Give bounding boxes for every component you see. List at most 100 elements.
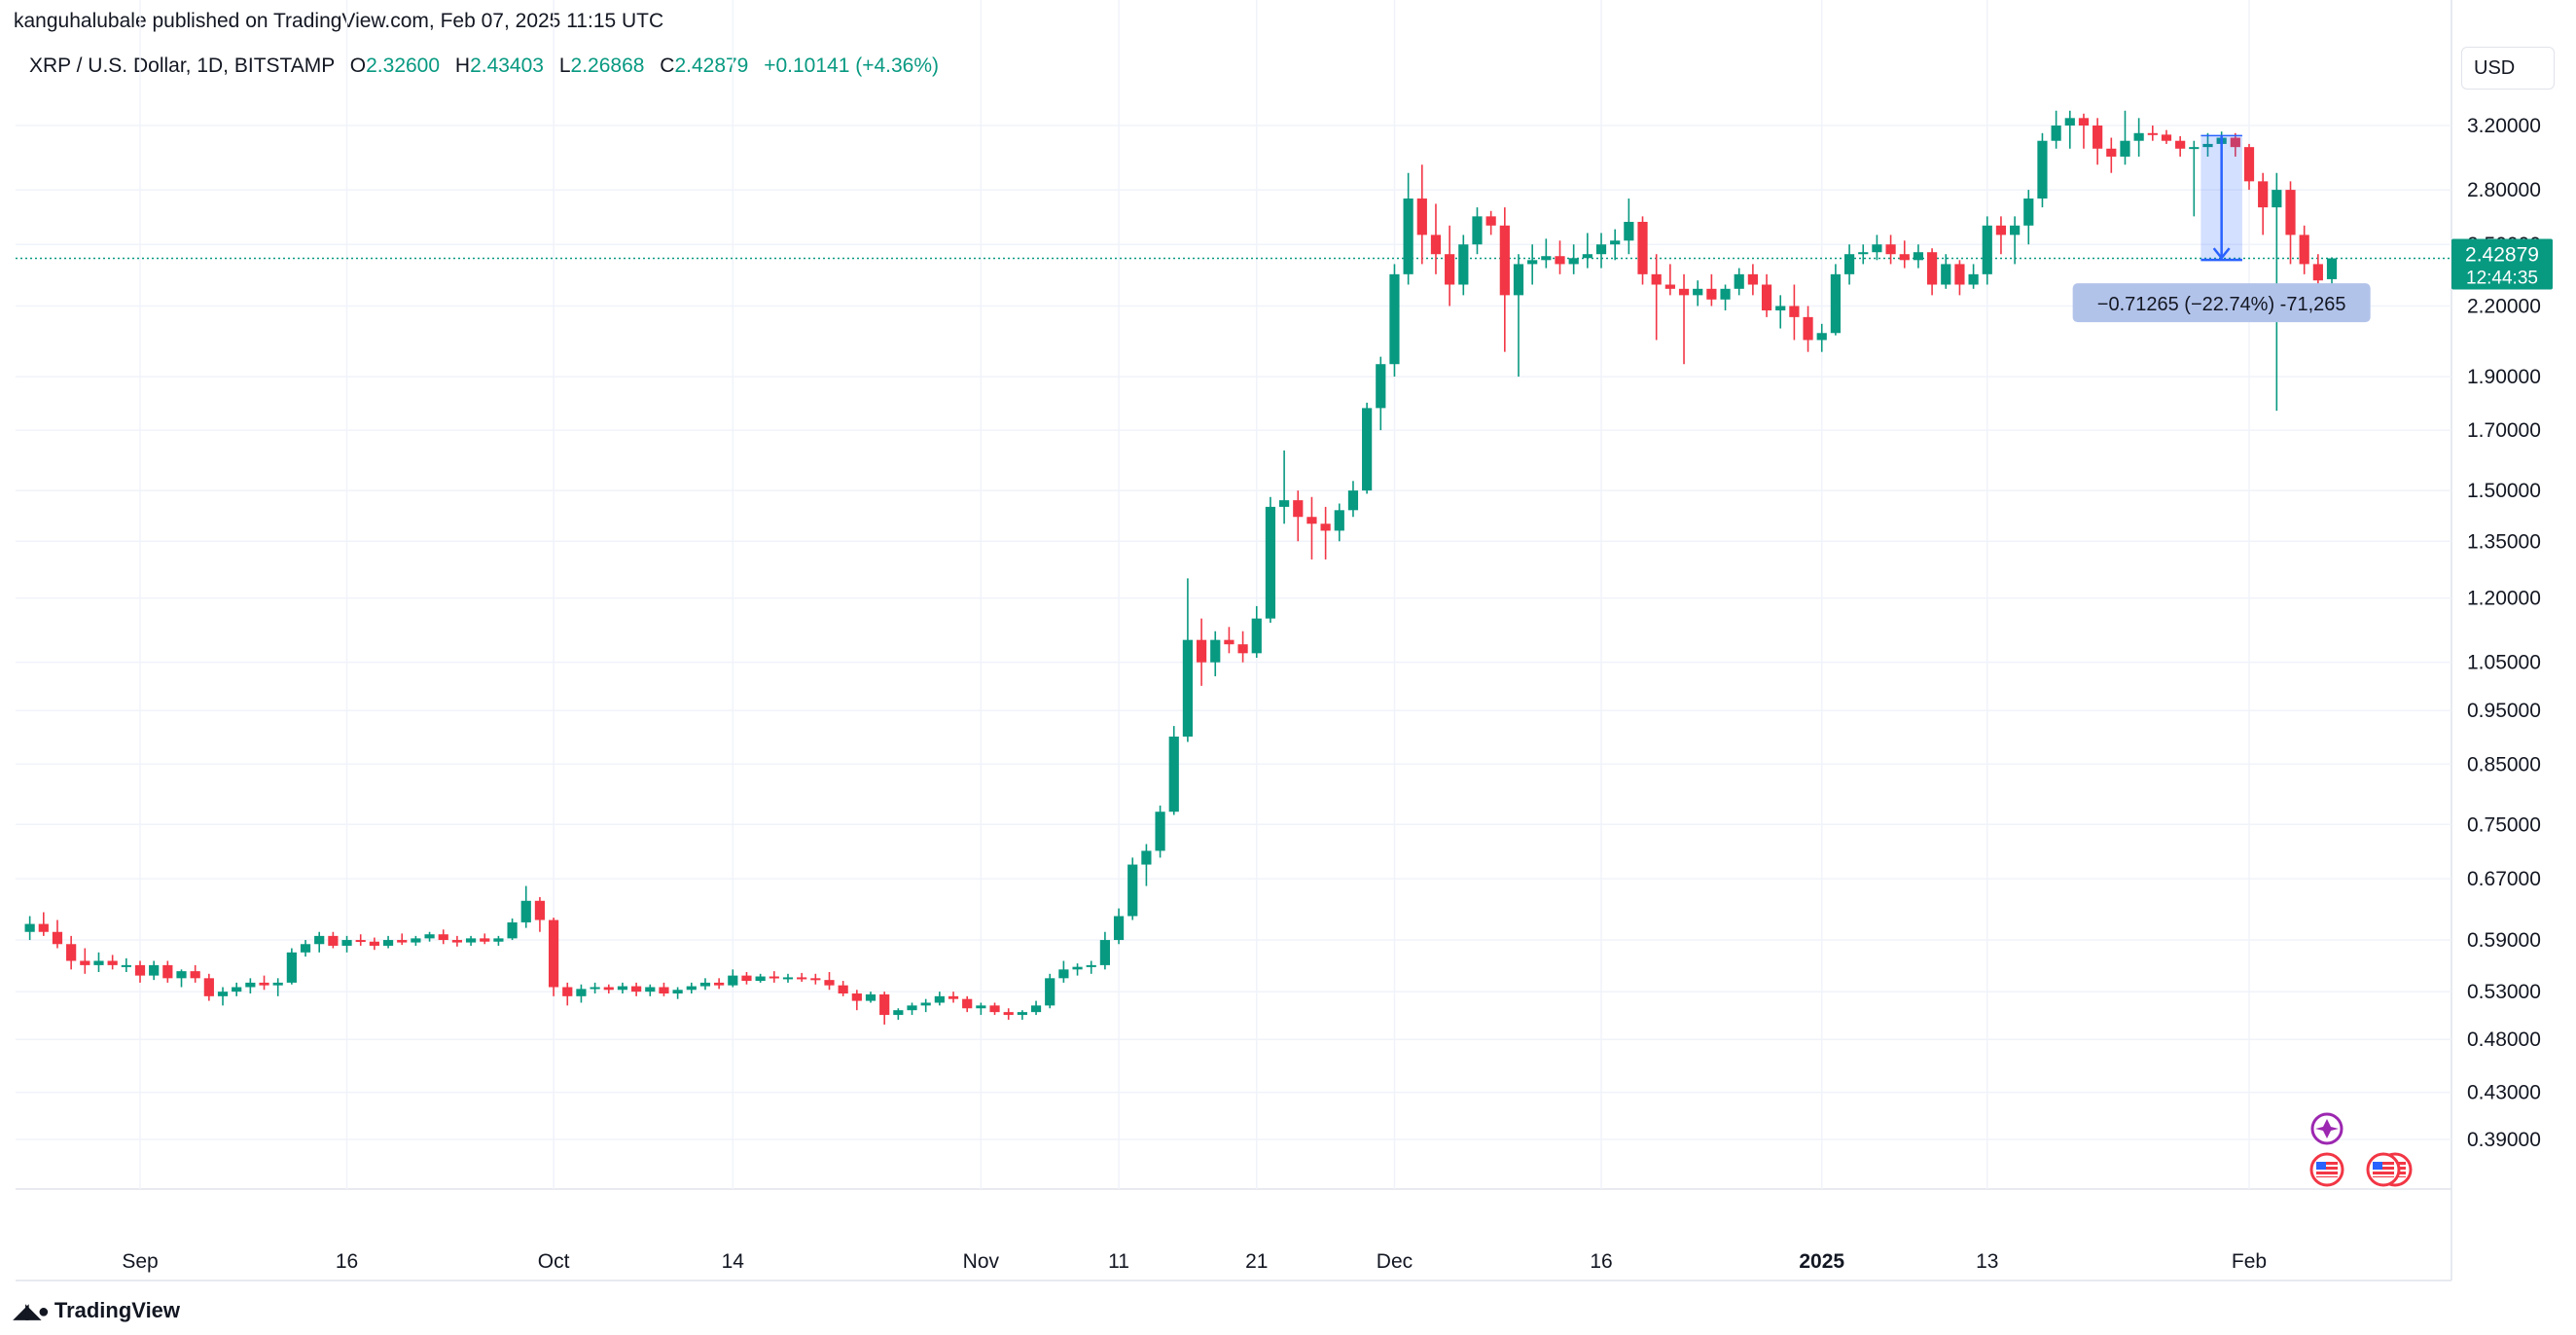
tradingview-logo[interactable]: ◢◣● TradingView xyxy=(14,1298,180,1323)
price-axis[interactable]: 3.20000 2.80000 2.50000 2.20000 1.90000 1.700… xyxy=(2467,115,2541,1151)
candle xyxy=(121,957,131,973)
candle xyxy=(659,982,669,996)
time-tick-label: 14 xyxy=(722,1250,745,1273)
candle xyxy=(1362,402,1373,494)
candle xyxy=(1582,233,1592,269)
candle xyxy=(1720,284,1731,311)
candle xyxy=(272,978,283,996)
candle xyxy=(1693,280,1703,307)
candle xyxy=(1941,254,1951,289)
candle xyxy=(1968,264,1979,289)
candle xyxy=(369,937,379,951)
candle xyxy=(411,935,421,946)
candle xyxy=(300,940,311,957)
publisher-credit: kanguhalubale published on TradingView.c… xyxy=(14,10,664,32)
price-tick-label: 0.85000 xyxy=(2467,753,2541,776)
candle xyxy=(203,973,214,1001)
candle xyxy=(1513,254,1524,378)
candle xyxy=(520,885,531,928)
last-price-box xyxy=(2451,238,2553,290)
candle xyxy=(1445,225,1455,307)
candle xyxy=(1747,264,1758,296)
candle xyxy=(1251,605,1262,658)
candle xyxy=(590,982,600,994)
candle xyxy=(631,982,642,996)
candle xyxy=(1499,207,1510,352)
candle xyxy=(1995,216,2007,255)
candle xyxy=(2037,132,2048,208)
candle xyxy=(259,975,269,991)
us-flag-event-icon[interactable] xyxy=(2378,1152,2413,1187)
candle xyxy=(1182,578,1194,742)
candle xyxy=(1872,235,1882,261)
measure-tool[interactable]: −0.71265 (−22.74%) -71,265 xyxy=(2072,134,2371,323)
candle xyxy=(480,933,490,945)
candle xyxy=(824,972,835,991)
candle xyxy=(1320,506,1331,559)
measure-label: −0.71265 (−22.74%) -71,265 xyxy=(2097,294,2346,315)
candle xyxy=(1843,244,1855,285)
candle xyxy=(1347,481,1359,518)
candle xyxy=(1541,238,1552,269)
candle xyxy=(1072,963,1083,976)
candle xyxy=(2078,113,2090,149)
currency-selector[interactable]: USD xyxy=(2461,47,2555,90)
change-value: +0.10141 (+4.36%) xyxy=(764,54,940,77)
candle xyxy=(782,973,794,983)
us-flag-event-icon[interactable] xyxy=(2366,1152,2401,1187)
price-tick-label: 1.05000 xyxy=(2467,652,2541,674)
candle xyxy=(1045,973,1055,1009)
candle xyxy=(2299,225,2309,274)
candle xyxy=(493,935,504,946)
event-markers[interactable] xyxy=(2309,1112,2413,1187)
candle xyxy=(1803,306,1813,352)
candle xyxy=(24,916,35,941)
measure-range-box xyxy=(2200,135,2242,261)
candle xyxy=(838,981,848,996)
candle xyxy=(2093,118,2103,165)
candle xyxy=(755,973,766,983)
candle xyxy=(1734,268,1744,296)
time-axis[interactable]: Sep 16 Oct 14 Nov 11 21 Dec 16 2025 13 Feb xyxy=(122,1250,2267,1273)
candle xyxy=(893,1008,904,1020)
candle xyxy=(851,990,862,1011)
candle xyxy=(603,984,614,994)
candle xyxy=(1568,244,1579,274)
candle xyxy=(1706,273,1717,307)
candle xyxy=(2285,181,2296,265)
candle xyxy=(989,1002,1000,1016)
time-tick-label: Nov xyxy=(963,1250,1000,1273)
price-tick-label: 1.70000 xyxy=(2467,419,2541,442)
candle xyxy=(1224,627,1234,654)
candle xyxy=(2147,126,2158,141)
price-tick-label: 0.43000 xyxy=(2467,1082,2541,1104)
price-tick-label: 0.75000 xyxy=(2467,813,2541,836)
candle xyxy=(2106,137,2117,173)
candle xyxy=(1196,618,1207,686)
us-flag-event-icon[interactable] xyxy=(2309,1152,2344,1187)
price-tick-label: 0.39000 xyxy=(2467,1129,2541,1151)
candle xyxy=(769,971,779,983)
candle xyxy=(1610,229,1621,261)
time-tick-label: Oct xyxy=(538,1250,570,1273)
candle xyxy=(1982,216,1992,285)
price-tick-label: 0.95000 xyxy=(2467,700,2541,722)
candle xyxy=(1954,260,1965,296)
time-tick-label: 11 xyxy=(1108,1250,1129,1273)
candle xyxy=(355,934,366,946)
grid-lines xyxy=(16,0,2452,1281)
tradingview-logo-text: TradingView xyxy=(54,1298,181,1322)
candle xyxy=(1651,254,1662,341)
ai-sparkle-event-icon[interactable] xyxy=(2310,1112,2343,1145)
time-tick-label: Feb xyxy=(2232,1250,2267,1273)
candle xyxy=(1279,450,1290,524)
price-tick-label: 0.53000 xyxy=(2467,981,2541,1003)
candle xyxy=(1058,960,1069,983)
candle xyxy=(162,960,173,983)
candle xyxy=(2312,254,2323,296)
candle xyxy=(2064,110,2075,149)
candle xyxy=(1127,857,1138,920)
candle xyxy=(2272,172,2282,412)
candle xyxy=(1306,496,1317,559)
